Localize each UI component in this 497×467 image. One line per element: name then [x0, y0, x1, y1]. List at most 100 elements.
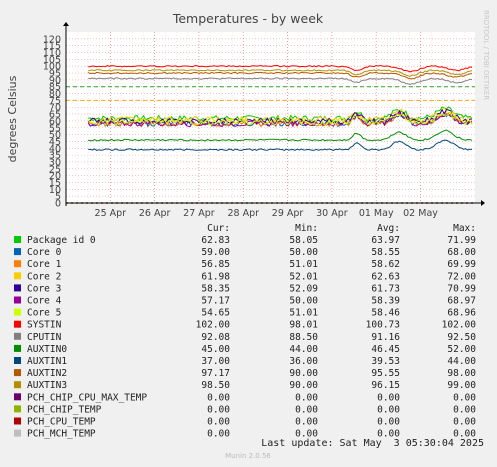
y-tick-label: 90: [49, 75, 61, 86]
legend-value: 50.00: [289, 247, 318, 258]
legend-column-header: Cur:: [207, 223, 230, 234]
legend-series-name: PCH_MCH_TEMP: [27, 429, 96, 440]
legend-value: 58.62: [371, 259, 400, 270]
legend-value: 0.00: [453, 392, 476, 403]
legend-series-name: SYSTIN: [27, 320, 62, 331]
x-axis-arrow: [481, 200, 485, 206]
series-line: [88, 69, 473, 77]
y-tick-label: 40: [49, 144, 61, 155]
series-line: [88, 77, 473, 86]
legend-value: 0.00: [377, 417, 400, 428]
y-tick-label: 15: [49, 178, 61, 189]
legend-value: 36.00: [289, 356, 318, 367]
legend-value: 0.00: [377, 404, 400, 415]
legend-series-name: PCH_CHIP_TEMP: [27, 404, 102, 415]
legend-value: 61.98: [201, 271, 230, 282]
legend-value: 0.00: [207, 404, 230, 415]
legend-value: 98.01: [289, 320, 318, 331]
legend-series-name: Package id 0: [27, 235, 96, 246]
legend-swatch: [14, 260, 21, 268]
chart-title: Temperatures - by week: [172, 11, 324, 26]
legend-value: 91.16: [371, 332, 400, 343]
series-line: [88, 139, 473, 152]
series-line: [88, 64, 473, 73]
legend-value: 46.45: [371, 344, 400, 355]
legend-swatch: [14, 248, 21, 256]
legend: Cur: Min: Avg: Max: Package id 0 62.83 58.05 63…: [14, 223, 476, 440]
legend-value: 50.00: [289, 296, 318, 307]
legend-value: 100.73: [366, 320, 400, 331]
legend-value: 61.73: [371, 283, 400, 294]
last-update: Last update: Sat May 3 05:30:04 2025: [261, 438, 484, 449]
legend-swatch: [14, 344, 21, 352]
legend-value: 92.50: [447, 332, 476, 343]
series-line: [87, 111, 473, 128]
legend-value: 58.39: [371, 296, 400, 307]
y-tick-label: 20: [49, 171, 61, 182]
y-tick-label: 75: [49, 96, 61, 107]
legend-value: 58.55: [371, 247, 400, 258]
legend-value: 0.00: [295, 392, 318, 403]
legend-value: 88.50: [289, 332, 318, 343]
y-tick-label: 100: [43, 62, 61, 73]
x-tick-label: 01 May: [359, 208, 394, 219]
legend-value: 98.00: [447, 368, 476, 379]
legend-value: 90.00: [289, 368, 318, 379]
y-tick-label: 70: [49, 103, 61, 114]
legend-column-header: Max:: [453, 223, 476, 234]
x-tick-label: 02 May: [403, 208, 438, 219]
legend-swatch: [14, 429, 21, 437]
legend-value: 102.00: [442, 320, 477, 331]
y-tick-label: 50: [49, 130, 61, 141]
legend-value: 57.17: [201, 296, 230, 307]
y-tick-label: 65: [49, 110, 61, 121]
footer-version: Munin 2.0.56: [225, 452, 271, 460]
y-tick-label: 5: [55, 192, 61, 203]
watermark: RRDTOOL / TOBI OETIKER: [482, 10, 490, 100]
legend-value: 95.55: [371, 368, 400, 379]
legend-swatch: [14, 369, 21, 377]
series-line: [88, 129, 473, 142]
y-tick-label: 10: [49, 185, 61, 196]
legend-value: 51.01: [289, 259, 318, 270]
series-line: [87, 71, 473, 80]
y-tick-label: 60: [49, 116, 61, 127]
legend-value: 44.00: [447, 356, 476, 367]
legend-value: 68.97: [447, 296, 476, 307]
y-tick-label: 30: [49, 157, 61, 168]
legend-swatch: [14, 308, 21, 316]
legend-swatch: [14, 320, 21, 328]
legend-value: 0.00: [453, 429, 476, 440]
legend-value: 62.83: [201, 235, 230, 246]
legend-series-name: AUXTIN1: [27, 356, 67, 367]
legend-value: 37.00: [201, 356, 230, 367]
thresholds: [66, 86, 475, 101]
legend-value: 97.17: [201, 368, 230, 379]
x-tick-label: 25 Apr: [95, 208, 127, 219]
y-tick-label: 80: [49, 89, 61, 100]
legend-value: 0.00: [377, 392, 400, 403]
legend-series-name: Core 3: [27, 283, 61, 294]
y-tick-label: 45: [49, 137, 61, 148]
y-tick-label: 110: [43, 48, 61, 59]
legend-value: 0.00: [207, 417, 230, 428]
legend-swatch: [14, 296, 21, 304]
legend-swatch: [14, 417, 21, 425]
legend-swatch: [14, 357, 21, 364]
legend-value: 52.01: [289, 271, 318, 282]
y-tick-label: 105: [43, 55, 61, 66]
legend-value: 96.15: [371, 380, 400, 391]
legend-value: 102.00: [196, 320, 231, 331]
legend-value: 59.00: [201, 247, 230, 258]
legend-swatch: [14, 393, 21, 401]
legend-value: 70.99: [447, 283, 476, 294]
y-tick-label: 55: [49, 123, 61, 134]
legend-value: 0.00: [453, 404, 476, 415]
legend-value: 52.00: [447, 344, 476, 355]
y-tick-label: 0: [55, 199, 61, 210]
legend-series-name: PCH_CPU_TEMP: [27, 417, 96, 428]
legend-value: 92.08: [201, 332, 230, 343]
legend-value: 0.00: [295, 404, 318, 415]
legend-column-header: Min:: [295, 223, 318, 234]
